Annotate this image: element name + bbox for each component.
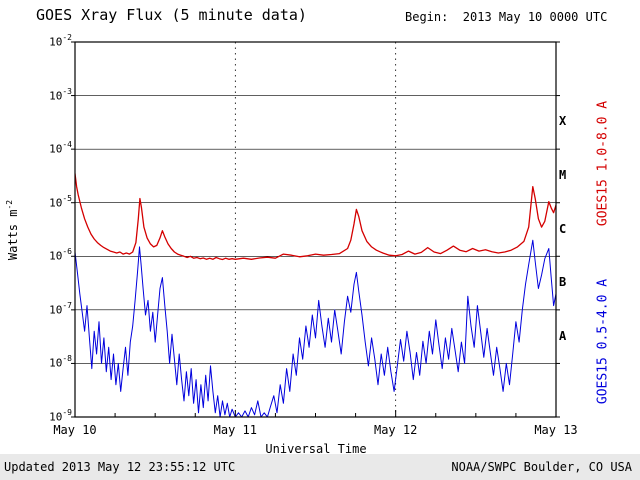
legend-goes-long: GOES15 1.0-8.0 A [595,100,611,227]
x-axis-label: Universal Time [265,442,367,456]
footer-band [0,454,640,480]
y-axis-label-exponent: -2 [5,199,14,210]
y-axis-label-text: Watts m [6,209,20,261]
plot-frame [74,41,557,418]
source-credit: NOAA/SWPC Boulder, CO USA [451,460,632,474]
series-long-wavelength [75,172,556,261]
updated-timestamp: Updated 2013 May 12 23:55:12 UTC [4,460,236,474]
series-short-wavelength [75,239,556,417]
page-title: GOES Xray Flux (5 minute data) [36,6,307,24]
begin-timestamp: Begin: 2013 May 10 0000 UTC [405,10,608,24]
y-axis-label: Watts m-2 [5,170,21,290]
legend-goes-short: GOES15 0.5-4.0 A [595,278,611,405]
